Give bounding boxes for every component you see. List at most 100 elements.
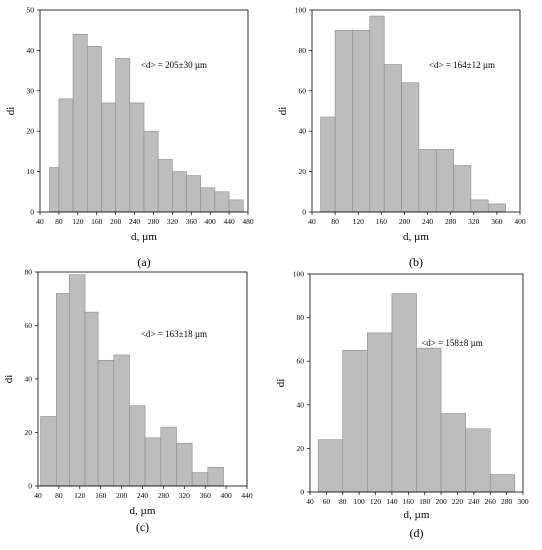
x-tick-label: 80 <box>55 217 63 226</box>
histogram-bar <box>367 332 393 493</box>
y-axis-title: di <box>3 375 15 384</box>
mean-size-annotation: <d> = 163±18 µm <box>141 329 207 339</box>
panel-label: (b) <box>409 255 423 269</box>
chart-panel-d: 40 60 80 100 120 140 160 180 200 220 240 260 280 300 0… <box>275 270 529 541</box>
y-tick-label: 80 <box>297 313 305 322</box>
mean-size-annotation: <d> = 205±30 µm <box>141 60 207 70</box>
plot-frame <box>39 9 249 213</box>
y-axis-title: di <box>5 107 17 116</box>
histogram-bar <box>418 149 437 213</box>
x-tick-label: 120 <box>353 217 365 226</box>
y-tick-label: 40 <box>299 127 307 136</box>
x-tick-label: 80 <box>55 491 63 500</box>
histogram-bar <box>49 167 60 213</box>
y-axis-title: di <box>277 107 289 116</box>
x-axis-title: d, µm <box>404 509 430 521</box>
x-tick-label: 160 <box>91 217 103 226</box>
histogram-bar <box>144 437 162 487</box>
panel-label: (c) <box>136 520 149 534</box>
histogram-bar <box>143 130 159 213</box>
x-tick-label: 240 <box>468 497 480 506</box>
x-tick-label: 320 <box>468 217 480 226</box>
histogram-bar <box>489 474 516 493</box>
panel-label: (d) <box>410 526 424 540</box>
x-tick-label: 80 <box>331 217 339 226</box>
y-tick-label: 100 <box>293 270 305 279</box>
histogram-bar <box>416 347 442 493</box>
histogram-bar <box>487 203 506 213</box>
histogram-bar <box>391 293 417 493</box>
histogram-bar <box>113 354 130 487</box>
histogram-bar <box>86 46 102 213</box>
histogram-bar <box>200 187 216 213</box>
histogram-bar <box>115 58 131 213</box>
x-tick-label: 200 <box>116 491 128 500</box>
x-tick-label: 260 <box>485 497 497 506</box>
x-tick-label: 480 <box>242 217 254 226</box>
histogram-bar <box>320 116 336 213</box>
plot-frame <box>311 9 521 213</box>
histogram-bar <box>207 466 224 487</box>
x-tick-label: 120 <box>74 491 86 500</box>
x-tick-label: 200 <box>435 497 447 506</box>
x-tick-label: 80 <box>339 497 347 506</box>
x-axis-title: d, µm <box>131 231 157 243</box>
x-tick-label: 120 <box>72 217 84 226</box>
panel-label: (a) <box>137 255 150 269</box>
x-tick-label: 360 <box>491 217 503 226</box>
y-tick-label: 0 <box>28 482 32 491</box>
x-tick-label: 240 <box>129 217 141 226</box>
histogram-bar <box>317 439 344 493</box>
x-axis-title: d, µm <box>130 505 156 517</box>
y-tick-label: 20 <box>297 444 305 453</box>
histogram-bar <box>342 349 368 493</box>
y-tick-label: 60 <box>25 321 33 330</box>
histogram-bar <box>186 175 202 213</box>
histogram-bar <box>352 29 371 213</box>
y-tick-label: 10 <box>27 167 35 176</box>
histogram-bar <box>228 199 244 213</box>
x-tick-label: 40 <box>308 217 316 226</box>
x-tick-label: 40 <box>306 497 314 506</box>
y-tick-label: 80 <box>299 46 307 55</box>
histogram-bar <box>101 102 116 213</box>
y-axis-title: di <box>275 379 287 388</box>
x-tick-label: 280 <box>445 217 457 226</box>
y-tick-label: 40 <box>25 375 33 384</box>
y-tick-label: 0 <box>300 488 304 497</box>
x-tick-label: 440 <box>241 491 253 500</box>
histogram-bar <box>465 428 491 493</box>
x-tick-label: 360 <box>200 491 212 500</box>
x-tick-label: 160 <box>376 217 388 226</box>
histogram-bar <box>369 15 385 213</box>
histogram-bar <box>157 159 173 213</box>
y-tick-label: 60 <box>297 357 305 366</box>
y-tick-label: 100 <box>295 6 307 15</box>
histogram-bar <box>191 472 209 487</box>
x-tick-label: 300 <box>517 497 529 506</box>
x-tick-label: 400 <box>220 491 232 500</box>
x-tick-label: 240 <box>137 491 149 500</box>
plot-frame <box>309 273 524 493</box>
histogram-bar <box>176 442 193 487</box>
histogram-bar <box>470 199 489 213</box>
y-tick-label: 20 <box>299 167 307 176</box>
x-tick-label: 60 <box>323 497 331 506</box>
histogram-bar <box>58 98 74 213</box>
histogram-bar <box>401 82 420 213</box>
histogram-bar <box>69 274 86 487</box>
histogram-bar <box>97 359 115 487</box>
x-tick-label: 240 <box>422 217 434 226</box>
histogram-bar <box>72 33 88 213</box>
mean-size-annotation: <d> = 158±8 µm <box>421 338 483 348</box>
x-tick-label: 360 <box>186 217 198 226</box>
histogram-bar <box>160 426 177 487</box>
x-tick-label: 400 <box>514 217 526 226</box>
x-tick-label: 280 <box>158 491 170 500</box>
y-tick-label: 80 <box>25 268 33 277</box>
x-tick-label: 440 <box>223 217 235 226</box>
x-tick-label: 160 <box>403 497 415 506</box>
y-tick-label: 40 <box>27 46 35 55</box>
x-tick-label: 160 <box>95 491 107 500</box>
x-tick-label: 320 <box>167 217 179 226</box>
